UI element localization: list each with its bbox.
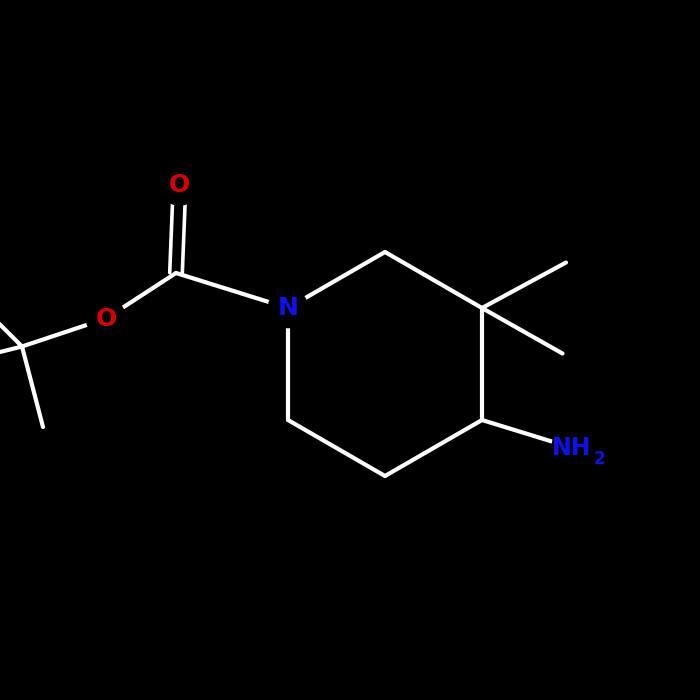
Text: O: O (95, 307, 117, 330)
Text: NH: NH (552, 436, 592, 460)
Text: 2: 2 (594, 450, 606, 468)
Circle shape (86, 299, 125, 338)
Circle shape (268, 288, 307, 328)
Text: N: N (278, 296, 298, 320)
Circle shape (552, 419, 611, 477)
Text: O: O (169, 174, 190, 197)
Circle shape (160, 166, 199, 205)
